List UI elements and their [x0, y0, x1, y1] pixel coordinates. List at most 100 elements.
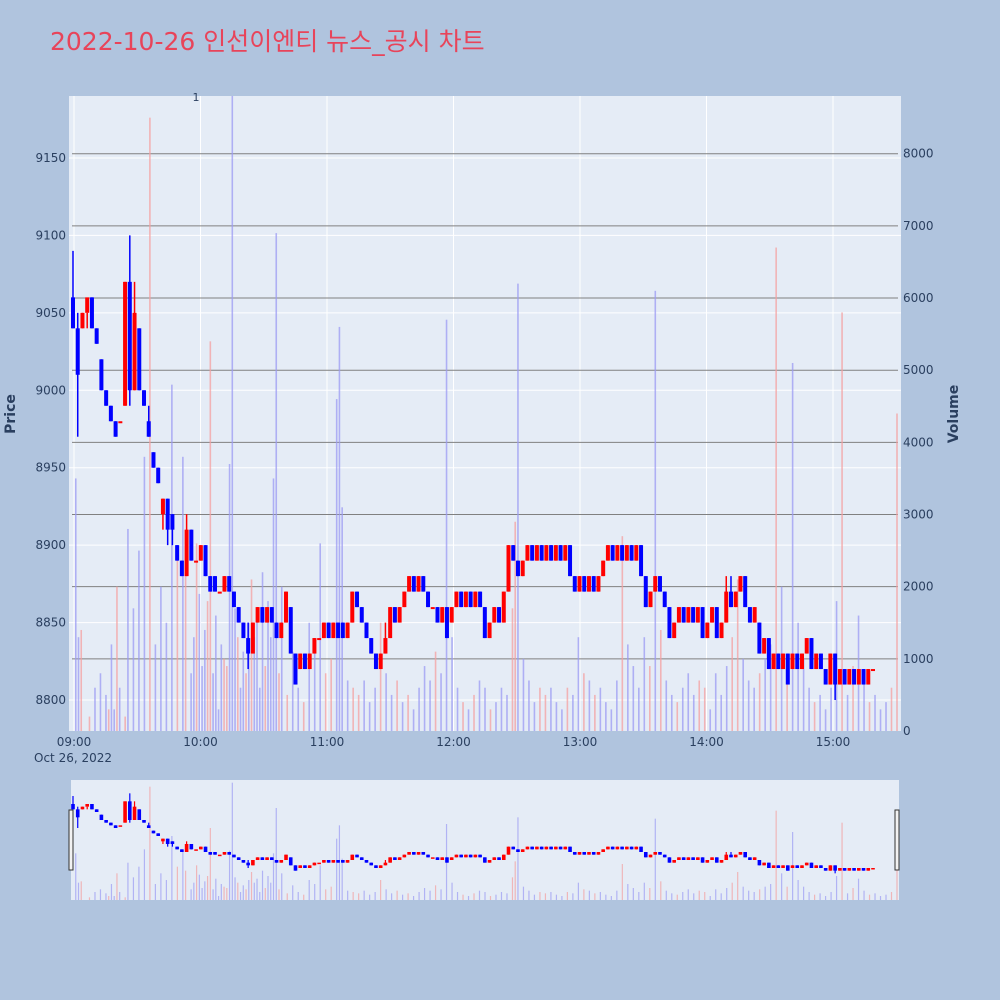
range-candle-body: [109, 822, 113, 826]
range-volume-bar: [698, 890, 700, 900]
volume-tick-label: 6000: [903, 291, 934, 305]
volume-bar: [407, 694, 409, 731]
volume-bar: [256, 615, 258, 731]
range-volume-bar: [171, 836, 173, 900]
range-volume-bar: [610, 896, 612, 900]
range-volume-bar: [715, 889, 717, 900]
range-candle-body: [71, 804, 75, 810]
range-candle-body: [473, 854, 478, 858]
volume-bar: [539, 687, 541, 731]
volume-bar: [88, 716, 91, 731]
candle-body: [345, 622, 350, 639]
volume-bar: [231, 96, 234, 731]
volume-bar: [269, 637, 272, 731]
candle-body: [478, 591, 483, 608]
candlesticks[interactable]: [71, 235, 875, 701]
volume-bar: [824, 709, 827, 731]
range-candle-body: [464, 854, 468, 858]
candle-body: [866, 669, 871, 685]
range-candle-body: [407, 852, 411, 855]
range-candle-body: [719, 860, 724, 863]
range-slider[interactable]: [68, 780, 900, 900]
range-candle-body: [506, 846, 511, 855]
volume-bar: [286, 694, 289, 731]
volume-bar: [769, 644, 772, 731]
range-candle-body: [459, 854, 463, 858]
candle-body: [534, 545, 539, 561]
volume-bar: [165, 622, 168, 731]
volume-bar: [264, 666, 267, 731]
candle-body: [823, 669, 828, 685]
range-slider-right-handle[interactable]: [894, 809, 900, 871]
volume-bar: [753, 687, 755, 731]
volume-axis-title: Volume: [946, 385, 962, 444]
range-candle-body: [610, 846, 615, 850]
candle-body: [572, 576, 577, 592]
volume-bar: [357, 694, 360, 731]
range-candle-body: [577, 852, 582, 855]
candle-body: [691, 607, 696, 623]
range-candle-body: [596, 852, 601, 855]
candle-body: [378, 653, 383, 670]
range-slider-left-handle[interactable]: [68, 809, 74, 871]
range-candle-body: [696, 857, 700, 860]
range-volume-bar: [561, 896, 563, 900]
candle-body: [605, 545, 610, 561]
range-volume-bar: [105, 893, 107, 900]
price-tick-label: 9150: [35, 151, 66, 165]
candle-body: [440, 607, 445, 623]
range-volume-bar: [467, 896, 470, 900]
range-volume-bar: [88, 897, 91, 900]
range-candle-body: [307, 865, 312, 868]
range-volume-bar: [797, 880, 799, 900]
range-volume-bar: [671, 893, 673, 900]
candle-body: [331, 622, 336, 639]
range-volume-bar: [154, 884, 156, 900]
range-volume-bar: [286, 893, 288, 900]
range-volume-bar: [737, 872, 739, 900]
range-candle-body: [388, 857, 392, 863]
range-volume-bar: [391, 893, 393, 900]
volume-bar: [874, 694, 876, 731]
range-volume-bar: [824, 896, 827, 900]
volume-bar: [583, 673, 585, 731]
range-candle-body: [293, 865, 298, 871]
range-volume-bar: [201, 888, 203, 900]
range-volume-bar: [264, 888, 266, 900]
range-volume-bar: [77, 882, 80, 900]
range-volume-bar: [250, 872, 253, 900]
range-volume-bar: [245, 889, 247, 900]
range-candle-body: [426, 854, 430, 858]
range-candle-body: [255, 857, 260, 860]
range-candle-body: [118, 825, 123, 827]
candle-body: [468, 591, 473, 608]
range-volume-bar: [204, 881, 206, 900]
range-candle-body: [284, 854, 288, 860]
candle-body: [71, 297, 75, 329]
range-volume-bar: [347, 890, 349, 900]
volume-bar: [484, 687, 486, 731]
volume-bar: [725, 666, 728, 731]
volume-bar: [594, 694, 596, 731]
volume-bar: [258, 687, 261, 731]
range-volume-bar: [506, 893, 508, 900]
candle-body: [160, 498, 165, 515]
candle-body: [165, 498, 170, 530]
range-candle-body: [208, 852, 213, 855]
candle-body: [402, 591, 407, 608]
range-candle-body: [681, 857, 686, 860]
range-volume-bar: [124, 897, 126, 900]
price-axis: 8800 8850 8900 8950 9000 9050 9100 9150: [35, 151, 66, 707]
range-candle-body: [170, 841, 175, 844]
candle-body: [795, 653, 800, 670]
time-tick-label: 14:00: [689, 735, 724, 749]
range-candle-body: [828, 865, 833, 871]
volume-bar: [132, 608, 135, 731]
volume-bar: [195, 543, 198, 731]
range-candle-body: [421, 852, 426, 855]
range-volume-bar: [885, 894, 887, 900]
volume-tick-label: 4000: [903, 435, 934, 449]
candle-body: [856, 669, 861, 685]
candle-body: [809, 638, 814, 670]
